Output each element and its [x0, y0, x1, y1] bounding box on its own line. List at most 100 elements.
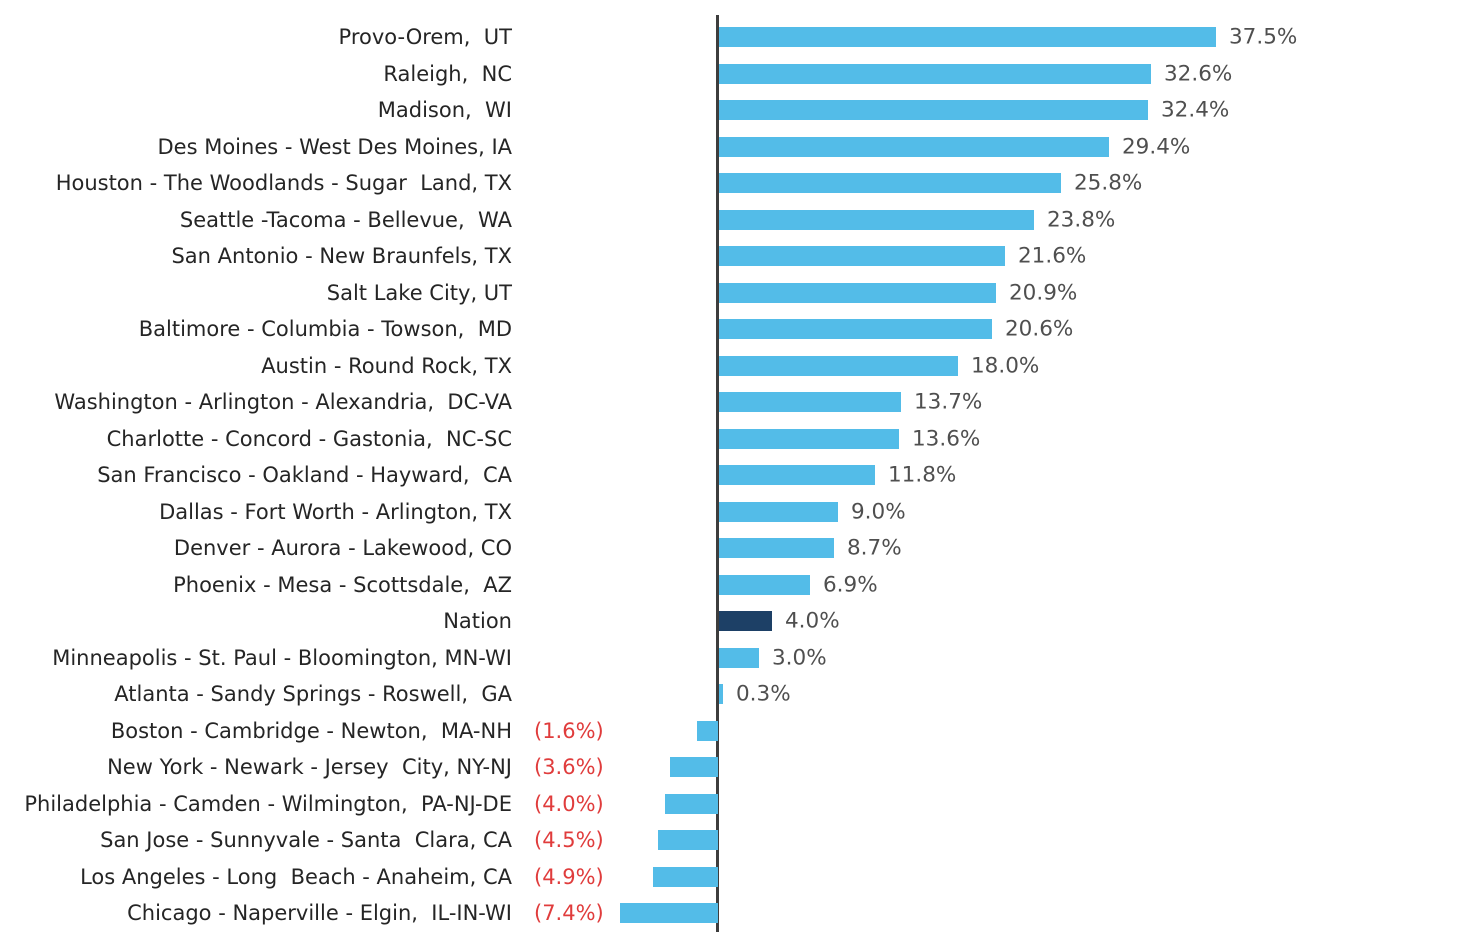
category-label: Philadelphia - Camden - Wilmington, PA-N… [24, 791, 512, 816]
category-label: Atlanta - Sandy Springs - Roswell, GA [114, 682, 512, 706]
category-label: Boston - Cambridge - Newton, MA-NH [110, 718, 512, 743]
category-label: Raleigh, NC [383, 61, 512, 86]
value-label: 20.9% [1009, 280, 1078, 305]
category-label: Nation [443, 609, 512, 633]
bar [719, 465, 875, 485]
category-label: Denver - Aurora - Lakewood, CO [173, 536, 512, 560]
category-label: Baltimore - Columbia - Towson, MD [138, 317, 512, 341]
bar [719, 282, 996, 303]
bar-row: Charlotte - Concord - Gastonia, NC-SC 13.… [0, 420, 1480, 457]
category-label: Madison, WI [377, 98, 512, 122]
bar-row: Madison, WI 32.4% [0, 92, 1480, 129]
bar-row: Austin - Round Rock, TX 18.0% [0, 347, 1480, 384]
category-label: Seattle -Tacoma - Bellevue, WA [179, 207, 512, 232]
bar [719, 684, 723, 704]
category-label: Austin - Round Rock, TX [261, 353, 512, 378]
nation-bar [719, 611, 772, 631]
bar [719, 647, 759, 668]
bar-row: Nation 4.0% [0, 603, 1480, 640]
bar [697, 720, 718, 741]
negative-value-label: (7.4%) [534, 901, 604, 925]
bar [620, 903, 718, 923]
bar-row: Minneapolis - St. Paul - Bloomington, MN… [0, 639, 1480, 676]
value-label: 11.8% [888, 462, 957, 488]
category-label: New York - Newark - Jersey City, NY-NJ [107, 755, 512, 779]
bar [653, 866, 718, 887]
bar [719, 209, 1034, 230]
bar [719, 100, 1148, 120]
value-label: 29.4% [1122, 134, 1191, 159]
value-label: 18.0% [971, 353, 1040, 378]
bar [658, 830, 718, 850]
category-label: Chicago - Naperville - Elgin, IL-IN-WI [127, 901, 512, 925]
category-label: San Antonio - New Braunfels, TX [171, 244, 512, 268]
negative-value-label: (4.5%) [534, 828, 604, 852]
bar-row: Baltimore - Columbia - Towson, MD 20.6% [0, 311, 1480, 348]
category-label: Los Angeles - Long Beach - Anaheim, CA [80, 864, 512, 889]
value-label: 32.4% [1161, 97, 1230, 123]
bar [719, 136, 1109, 157]
bar [719, 173, 1061, 193]
value-label: 9.0% [851, 499, 906, 524]
negative-value-label: (1.6%) [534, 718, 604, 743]
bar [719, 574, 810, 595]
bar-row: Chicago - Naperville - Elgin, IL-IN-WI (7… [0, 895, 1480, 932]
category-label: Salt Lake City, UT [326, 280, 512, 305]
value-label: 37.5% [1229, 24, 1298, 50]
bar-row: Provo-Orem, UT 37.5% [0, 19, 1480, 56]
category-label: Provo-Orem, UT [338, 25, 512, 49]
value-label: 13.7% [914, 389, 983, 415]
bar-row: Los Angeles - Long Beach - Anaheim, CA (4… [0, 858, 1480, 895]
category-label: San Jose - Sunnyvale - Santa Clara, CA [100, 828, 512, 852]
bar-row: Dallas - Fort Worth - Arlington, TX 9.0% [0, 493, 1480, 530]
negative-value-label: (4.9%) [534, 864, 604, 889]
bar [719, 538, 834, 558]
negative-value-label: (3.6%) [534, 755, 604, 779]
bar-row: Philadelphia - Camden - Wilmington, PA-N… [0, 785, 1480, 822]
value-label: 3.0% [772, 645, 827, 670]
bar-row: San Jose - Sunnyvale - Santa Clara, CA (4… [0, 822, 1480, 859]
category-label: Washington - Arlington - Alexandria, DC-… [54, 390, 512, 414]
bar-row: San Francisco - Oakland - Hayward, CA 11.… [0, 457, 1480, 494]
category-label: Charlotte - Concord - Gastonia, NC-SC [106, 426, 512, 451]
category-label: Dallas - Fort Worth - Arlington, TX [159, 499, 512, 524]
value-label: 0.3% [736, 681, 791, 707]
bar-row: Raleigh, NC 32.6% [0, 55, 1480, 92]
value-label: 21.6% [1018, 243, 1087, 269]
bar-row: Boston - Cambridge - Newton, MA-NH (1.6%) [0, 712, 1480, 749]
category-label: Des Moines - West Des Moines, IA [157, 134, 513, 159]
bar-row: New York - Newark - Jersey City, NY-NJ (3… [0, 749, 1480, 786]
bar-row: Salt Lake City, UT 20.9% [0, 274, 1480, 311]
value-label: 20.6% [1005, 316, 1074, 342]
bar-row: San Antonio - New Braunfels, TX 21.6% [0, 238, 1480, 275]
bar-row: Atlanta - Sandy Springs - Roswell, GA 0.3… [0, 676, 1480, 713]
value-label: 23.8% [1047, 207, 1116, 232]
category-label: Houston - The Woodlands - Sugar Land, TX [55, 171, 512, 195]
bar-row: Phoenix - Mesa - Scottsdale, AZ 6.9% [0, 566, 1480, 603]
bar [719, 27, 1216, 47]
bar-row: Washington - Arlington - Alexandria, DC-… [0, 384, 1480, 421]
bar [719, 428, 899, 449]
bar-row: Houston - The Woodlands - Sugar Land, TX… [0, 165, 1480, 202]
bar [719, 246, 1005, 266]
value-label: 8.7% [847, 535, 902, 561]
value-label: 32.6% [1164, 61, 1233, 86]
bar [665, 793, 718, 814]
bar [670, 757, 718, 777]
value-label: 25.8% [1074, 170, 1143, 196]
bar-row: Des Moines - West Des Moines, IA 29.4% [0, 128, 1480, 165]
bar [719, 501, 838, 522]
category-label: Phoenix - Mesa - Scottsdale, AZ [173, 572, 512, 597]
value-label: 6.9% [823, 572, 878, 597]
negative-value-label: (4.0%) [534, 791, 604, 816]
zero-axis-line [716, 15, 719, 932]
bar-row: Seattle -Tacoma - Bellevue, WA 23.8% [0, 201, 1480, 238]
category-label: Minneapolis - St. Paul - Bloomington, MN… [52, 645, 512, 670]
value-label: 13.6% [912, 426, 981, 451]
bar [719, 63, 1151, 84]
bar [719, 355, 958, 376]
bar [719, 392, 901, 412]
value-label: 4.0% [785, 608, 840, 634]
bar [719, 319, 992, 339]
